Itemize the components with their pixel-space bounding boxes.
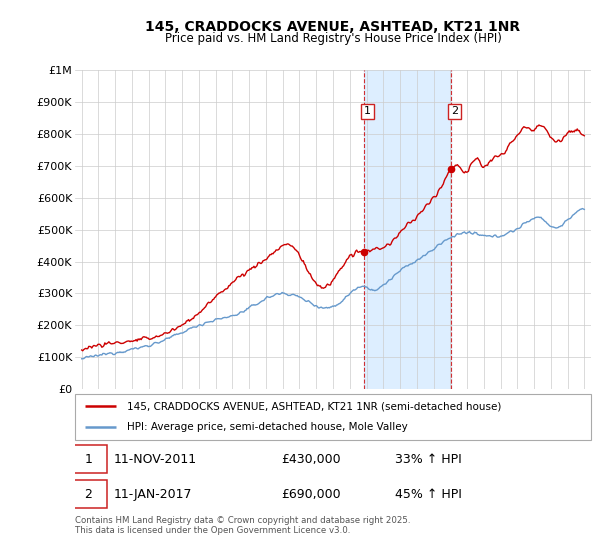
FancyBboxPatch shape xyxy=(70,445,107,473)
Text: £690,000: £690,000 xyxy=(281,488,341,501)
Text: 1: 1 xyxy=(85,452,92,465)
Text: 11-NOV-2011: 11-NOV-2011 xyxy=(114,452,197,465)
Text: Price paid vs. HM Land Registry's House Price Index (HPI): Price paid vs. HM Land Registry's House … xyxy=(164,32,502,45)
Text: 33% ↑ HPI: 33% ↑ HPI xyxy=(395,452,461,465)
Text: 11-JAN-2017: 11-JAN-2017 xyxy=(114,488,192,501)
Bar xyxy=(364,70,451,389)
Text: 145, CRADDOCKS AVENUE, ASHTEAD, KT21 1NR (semi-detached house): 145, CRADDOCKS AVENUE, ASHTEAD, KT21 1NR… xyxy=(127,401,501,411)
Text: 145, CRADDOCKS AVENUE, ASHTEAD, KT21 1NR: 145, CRADDOCKS AVENUE, ASHTEAD, KT21 1NR xyxy=(145,20,521,34)
Text: 45% ↑ HPI: 45% ↑ HPI xyxy=(395,488,462,501)
FancyBboxPatch shape xyxy=(70,480,107,508)
Text: 2: 2 xyxy=(85,488,92,501)
Text: 2: 2 xyxy=(451,106,458,116)
Text: HPI: Average price, semi-detached house, Mole Valley: HPI: Average price, semi-detached house,… xyxy=(127,422,407,432)
Text: £430,000: £430,000 xyxy=(281,452,341,465)
Text: Contains HM Land Registry data © Crown copyright and database right 2025.
This d: Contains HM Land Registry data © Crown c… xyxy=(75,516,410,535)
Text: 1: 1 xyxy=(364,106,371,116)
FancyBboxPatch shape xyxy=(75,394,591,440)
